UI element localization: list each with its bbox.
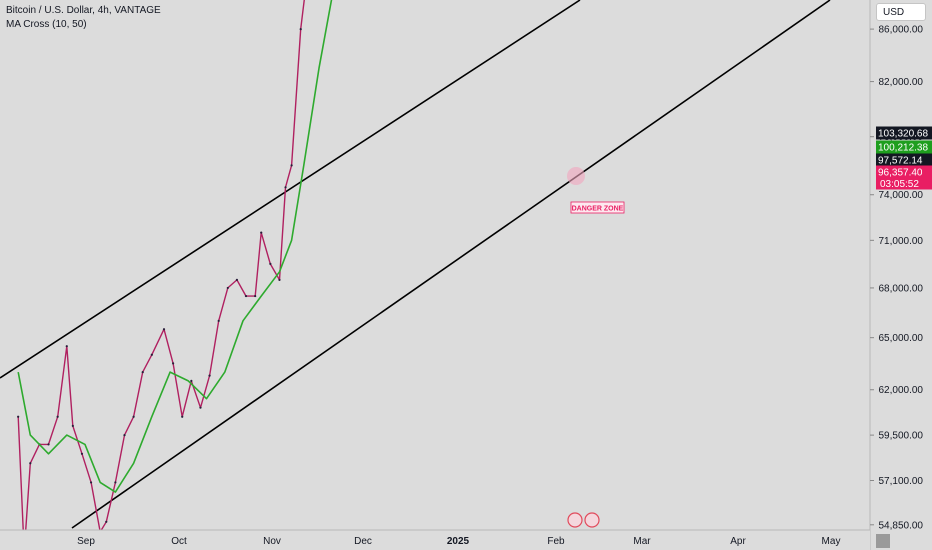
price-point [172, 362, 175, 365]
y-tick-label: 54,850.00 [879, 520, 924, 531]
price-point [162, 328, 166, 331]
y-tick-label: 71,000.00 [879, 236, 924, 247]
price-point [114, 481, 117, 484]
price-point [208, 374, 211, 377]
x-tick-label: May [822, 536, 841, 547]
y-tick-label: 74,000.00 [879, 190, 924, 201]
price-point [47, 443, 50, 446]
channel-lower-line [71, 0, 831, 529]
price-label: 97,572.14 [878, 156, 923, 167]
price-highlight-marker [567, 167, 585, 185]
price-label: 96,357.40 [878, 168, 923, 179]
price-point [150, 353, 153, 356]
y-tick-label: 59,500.00 [879, 431, 924, 442]
countdown-label: 03:05:52 [880, 179, 919, 190]
price-point [278, 278, 281, 281]
price-point [56, 415, 59, 418]
countdown-bg [876, 177, 932, 190]
channel-upper-line [0, 0, 581, 379]
price-point [132, 415, 135, 418]
y-tick-label: 65,000.00 [879, 333, 924, 344]
price-label-bg [876, 140, 932, 154]
economic-event-icon [584, 512, 600, 528]
price-point [65, 345, 68, 348]
indicator-label: MA Cross (10, 50) [6, 19, 87, 30]
price-point [284, 186, 287, 189]
price-point [260, 231, 263, 234]
price-point [89, 481, 93, 484]
price-point [71, 424, 74, 427]
price-point [80, 452, 84, 455]
price-point [29, 462, 32, 465]
price-label-bg [876, 165, 932, 179]
x-tick-label: Oct [171, 536, 187, 547]
y-tick-label: 86,000.00 [879, 25, 924, 36]
danger-zone-box [570, 201, 625, 214]
price-point [105, 520, 108, 523]
danger-zone-label: DANGER ZONE [572, 206, 624, 213]
chart-title: Bitcoin / U.S. Dollar, 4h, VANTAGE [6, 5, 161, 16]
price-point [190, 379, 193, 382]
price-point [254, 294, 257, 298]
y-tick-label: 57,100.00 [879, 476, 924, 487]
x-tick-label: Sep [77, 536, 95, 547]
x-tick-label: 2025 [447, 536, 470, 547]
y-tick-label: 62,000.00 [879, 385, 924, 396]
axis-settings-icon [876, 534, 890, 548]
price-label-bg [876, 126, 932, 140]
x-tick-label: Feb [547, 536, 565, 547]
time-axis [0, 530, 870, 550]
price-point [235, 278, 239, 281]
plot-area [0, 0, 870, 530]
x-tick-label: Mar [633, 536, 651, 547]
y-tick-label: 68,000.00 [879, 283, 924, 294]
currency-selector[interactable]: USD [876, 3, 926, 21]
x-tick-label: Nov [263, 536, 281, 547]
price-point [123, 434, 126, 437]
ma-series-line [17, 0, 333, 493]
price-point [17, 415, 20, 418]
price-point [226, 286, 229, 290]
price-point [181, 415, 184, 418]
price-axis [870, 0, 932, 550]
y-tick-label: 82,000.00 [879, 77, 924, 88]
price-point [141, 371, 144, 374]
price-label: 100,212.38 [878, 143, 928, 154]
price-label-bg [876, 153, 932, 167]
price-point [269, 262, 272, 265]
economic-event-icon [567, 512, 583, 528]
price-series-line [17, 0, 305, 550]
price-point [299, 27, 302, 31]
price-label: 103,320.68 [878, 129, 928, 140]
price-point [244, 294, 248, 298]
price-point [217, 319, 220, 322]
price-point [199, 406, 202, 409]
x-tick-label: Apr [730, 536, 746, 547]
x-tick-label: Dec [354, 536, 372, 547]
price-point [290, 164, 293, 167]
